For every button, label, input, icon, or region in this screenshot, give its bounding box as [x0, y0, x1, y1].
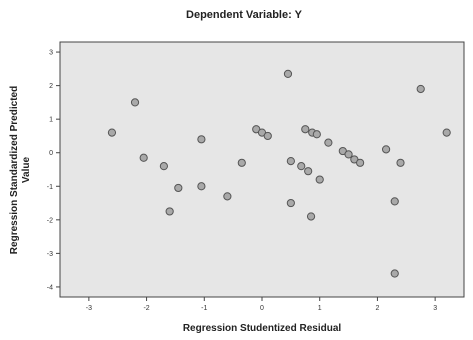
scatter-point — [165, 207, 174, 216]
scatter-point — [390, 269, 399, 278]
scatter-point — [301, 125, 310, 134]
scatter-point — [223, 192, 232, 201]
y-tick-label: -1 — [47, 184, 53, 191]
x-tick-label: -1 — [201, 305, 207, 312]
scatter-point — [297, 162, 306, 171]
y-axis-label: Regression Standardized Predicted Value — [9, 86, 32, 254]
scatter-point — [286, 157, 295, 166]
scatter-point — [304, 167, 313, 176]
scatter-point — [324, 138, 333, 147]
scatter-point — [356, 158, 365, 167]
scatter-point — [344, 150, 353, 159]
y-tick-label: -2 — [47, 217, 53, 224]
scatter-point — [442, 128, 451, 137]
plot-area — [59, 41, 465, 298]
y-tick-label: 0 — [49, 150, 53, 157]
scatter-point — [130, 98, 140, 107]
y-axis: 3 2 1 0 -1 -2 -3 -4 — [47, 50, 60, 291]
x-tick-label: 3 — [433, 305, 437, 312]
scatter-point — [283, 69, 293, 78]
scatter-point — [396, 158, 405, 167]
scatter-point — [139, 153, 148, 162]
x-tick-label: 2 — [375, 305, 379, 312]
scatter-point — [390, 197, 399, 206]
scatter-point — [286, 198, 295, 208]
y-tick-label: -3 — [47, 251, 53, 258]
x-tick-label: -2 — [143, 305, 149, 312]
y-axis-label-line-2: Value — [21, 157, 32, 184]
scatter-point — [197, 182, 206, 191]
scatter-point — [312, 130, 321, 139]
scatter-point — [197, 135, 206, 144]
x-axis-label: Regression Studentized Residual — [183, 323, 342, 334]
scatter-point — [381, 145, 391, 154]
scatter-point — [263, 131, 272, 141]
x-axis: -3 -2 -1 0 1 2 3 — [86, 297, 437, 312]
data-points — [107, 69, 451, 278]
y-axis-label-line-1: Regression Standardized Predicted — [9, 86, 20, 254]
scatter-point — [174, 183, 183, 193]
x-tick-label: 0 — [260, 305, 264, 312]
x-tick-label: -3 — [86, 305, 92, 312]
y-tick-label: 3 — [49, 50, 53, 57]
scatter-point — [237, 158, 246, 167]
y-tick-label: 1 — [49, 117, 53, 124]
scatter-point — [416, 84, 425, 94]
scatter-point — [315, 175, 324, 184]
x-tick-label: 1 — [318, 305, 322, 312]
scatter-point — [306, 212, 316, 221]
y-tick-label: 2 — [49, 83, 53, 90]
scatter-point — [107, 128, 117, 137]
scatter-point — [159, 162, 168, 171]
chart-title: Dependent Variable: Y — [186, 9, 303, 21]
y-tick-label: -4 — [47, 284, 53, 291]
